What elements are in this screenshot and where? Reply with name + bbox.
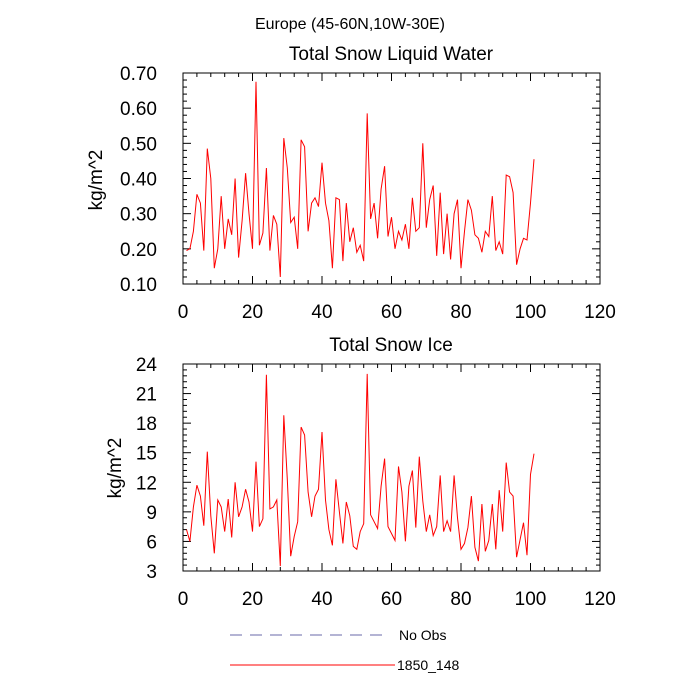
x-tick-label: 80 bbox=[450, 589, 471, 610]
panel-title: Total Snow Liquid Water bbox=[289, 44, 494, 65]
y-tick-label: 0.10 bbox=[120, 275, 157, 296]
x-tick-label: 60 bbox=[381, 302, 402, 323]
x-tick-label: 0 bbox=[178, 589, 189, 610]
x-tick-label: 120 bbox=[584, 302, 616, 323]
y-axis-label: kg/m^2 bbox=[86, 150, 107, 211]
y-tick-label: 0.60 bbox=[120, 99, 157, 120]
x-tick-label: 40 bbox=[311, 302, 332, 323]
figure-suptitle: Europe (45-60N,10W-30E) bbox=[255, 16, 445, 33]
panel-snow-liquid-water: Total Snow Liquid Water kg/m^2 0 20 40 60 80… bbox=[86, 44, 616, 323]
x-tick-label: 100 bbox=[515, 302, 547, 323]
y-tick-label: 6 bbox=[146, 532, 157, 553]
y-tick-label: 24 bbox=[136, 355, 158, 376]
y-tick-label: 21 bbox=[136, 385, 157, 406]
plot-frame bbox=[182, 363, 601, 572]
x-tick-label: 20 bbox=[242, 589, 263, 610]
legend-label-no-obs: No Obs bbox=[399, 627, 446, 643]
x-tick-label: 60 bbox=[381, 589, 402, 610]
y-axis-label: kg/m^2 bbox=[105, 438, 126, 499]
y-tick-label: 12 bbox=[136, 473, 157, 494]
y-tick-label: 0.40 bbox=[120, 170, 157, 191]
x-tick-label: 100 bbox=[515, 589, 547, 610]
x-tick-label: 0 bbox=[178, 302, 189, 323]
panel-snow-ice: Total Snow Ice kg/m^2 0 20 40 60 80 100 120 3 6 9… bbox=[105, 335, 616, 610]
y-tick-label: 0.30 bbox=[120, 205, 157, 226]
y-tick-label: 0.20 bbox=[120, 240, 157, 261]
y-tick-label: 18 bbox=[136, 414, 157, 435]
y-tick-label: 0.70 bbox=[120, 64, 157, 85]
y-tick-label: 3 bbox=[146, 562, 157, 583]
legend-label-1850-148: 1850_148 bbox=[397, 657, 460, 673]
y-tick-label: 0.50 bbox=[120, 134, 157, 155]
x-tick-label: 20 bbox=[242, 302, 263, 323]
y-tick-label: 9 bbox=[146, 503, 157, 524]
legend: No Obs 1850_148 bbox=[230, 627, 460, 673]
x-tick-label: 40 bbox=[311, 589, 332, 610]
x-tick-label: 80 bbox=[450, 302, 471, 323]
series-line bbox=[186, 373, 535, 567]
panel-title: Total Snow Ice bbox=[329, 335, 453, 356]
series-line bbox=[186, 81, 535, 278]
y-tick-label: 15 bbox=[136, 444, 157, 465]
x-tick-label: 120 bbox=[584, 589, 616, 610]
